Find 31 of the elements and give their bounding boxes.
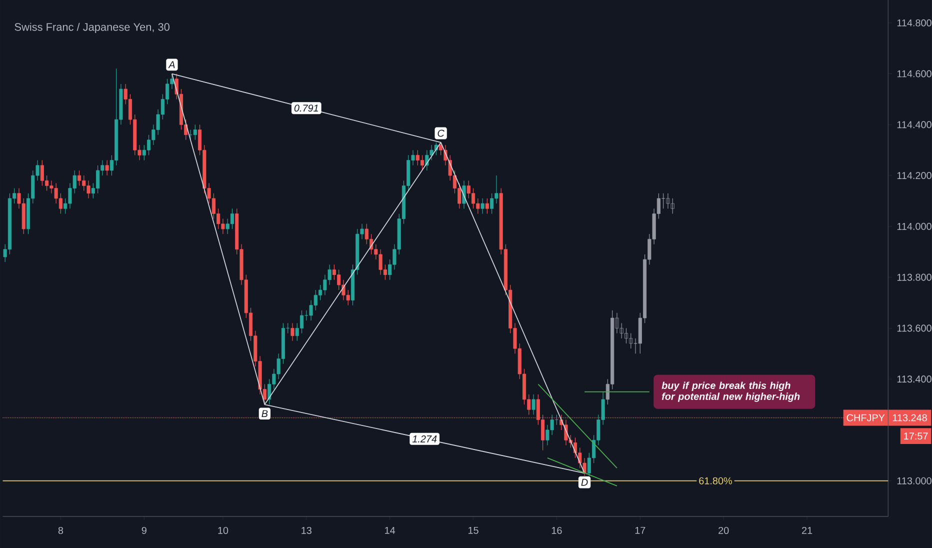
annotation: A [168, 61, 175, 68]
annotation: D [581, 478, 588, 486]
x-tick-label: 20 [718, 526, 729, 534]
x-tick-label: 16 [552, 526, 562, 534]
text: Swiss Franc / Japanese Yen, 30 [14, 22, 170, 33]
x-tick-label: 9 [142, 526, 146, 534]
x-tick-label: 15 [468, 526, 478, 534]
text: 113.248 [892, 414, 927, 422]
x-tick-label: 8 [58, 526, 64, 534]
y-tick-label: 114.000 [897, 222, 932, 230]
annotation: buy if price break this high for potential new higher-high [662, 382, 800, 402]
x-tick-label: 10 [218, 526, 228, 534]
annotation: 61.80% [699, 477, 732, 484]
ref-line-label: CHFJPY [846, 414, 885, 422]
text: 17:57 [904, 432, 928, 440]
y-tick-label: 114.600 [897, 70, 932, 78]
y-tick-label: 113.600 [897, 324, 932, 332]
annotation: 0.791 [294, 104, 318, 112]
x-tick-label: 14 [385, 526, 396, 534]
annotation: C [438, 130, 444, 137]
x-tick-label: 13 [302, 526, 312, 534]
y-tick-label: 113.400 [897, 375, 932, 382]
x-tick-label: 21 [802, 526, 812, 534]
y-tick-label: 114.800 [897, 19, 932, 26]
y-tick-label: 113.800 [897, 274, 932, 281]
y-tick-label: 114.200 [897, 172, 932, 179]
annotation: 1.274 [412, 435, 437, 442]
y-tick-label: 113.000 [897, 477, 932, 484]
annotation: B [262, 410, 268, 417]
y-tick-label: 114.400 [897, 120, 932, 128]
x-tick-label: 17 [635, 526, 646, 534]
